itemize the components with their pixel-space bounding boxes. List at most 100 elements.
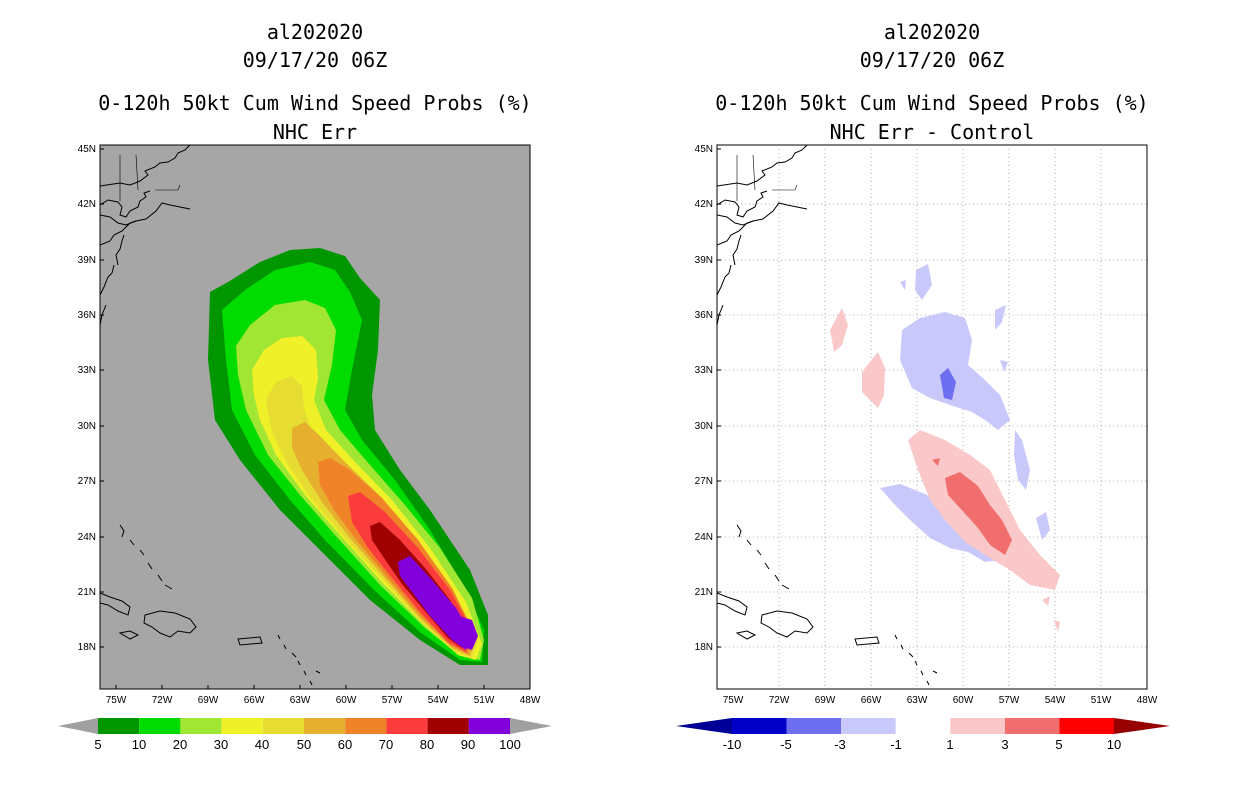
svg-text:36N: 36N (695, 310, 713, 321)
svg-text:30N: 30N (695, 421, 713, 432)
left-colorbar-under (58, 718, 98, 734)
right-storm-id: al202020 (883, 20, 981, 44)
left-colorbar-box-3 (221, 718, 263, 734)
svg-text:-10: -10 (723, 737, 742, 752)
svg-text:63W: 63W (290, 695, 311, 706)
right-colorbar-box-3 (895, 718, 951, 734)
svg-text:54W: 54W (428, 695, 449, 706)
left-colorbar-box-0 (98, 718, 140, 734)
right-contours (830, 264, 1060, 632)
svg-text:30: 30 (214, 737, 228, 752)
svg-text:39N: 39N (78, 255, 96, 266)
svg-text:40: 40 (255, 737, 269, 752)
svg-text:45N: 45N (695, 144, 713, 155)
svg-text:60W: 60W (336, 695, 357, 706)
right-colorbar-over (1114, 718, 1170, 734)
right-colorbar-box-1 (786, 718, 842, 734)
right-subtitle: NHC Err - Control (829, 120, 1035, 144)
left-colorbar-box-9 (468, 718, 510, 734)
svg-text:5: 5 (1055, 737, 1062, 752)
left-lat-labels: 45N 42N 39N 36N 33N 30N 27N 24N 21N 18N (78, 144, 96, 653)
left-title: 0-120h 50kt Cum Wind Speed Probs (%) (98, 91, 532, 115)
right-colorbar: -10 -5 -3 -1 1 3 5 10 (676, 718, 1170, 752)
right-map-frame (716, 144, 1148, 690)
left-colorbar-box-1 (139, 718, 181, 734)
diff-neg-small-dot (900, 280, 906, 290)
left-lon-labels: 75W 72W 69W 66W 63W 60W 57W 54W 51W 48W (106, 695, 541, 706)
svg-text:5: 5 (94, 737, 101, 752)
left-colorbar-box-4 (262, 718, 304, 734)
left-colorbar-box-5 (304, 718, 346, 734)
diff-neg-small-top (915, 264, 932, 300)
svg-text:27N: 27N (78, 476, 96, 487)
left-colorbar-box-2 (180, 718, 222, 734)
svg-text:70: 70 (379, 737, 393, 752)
svg-text:72W: 72W (152, 695, 173, 706)
right-colorbar-box-0 (732, 718, 787, 734)
svg-text:33N: 33N (78, 365, 96, 376)
right-map: 45N 42N 39N 36N 33N 30N 27N 24N 21N 18N … (695, 144, 1158, 706)
svg-text:21N: 21N (78, 587, 96, 598)
svg-text:66W: 66W (244, 695, 265, 706)
svg-text:10: 10 (1107, 737, 1121, 752)
diff-pos-tail (1042, 596, 1050, 606)
left-datetime: 09/17/20 06Z (242, 48, 388, 72)
right-colorbar-box-5 (1004, 718, 1060, 734)
svg-text:57W: 57W (999, 695, 1020, 706)
svg-text:60W: 60W (953, 695, 974, 706)
svg-text:69W: 69W (198, 695, 219, 706)
diff-neg-right (995, 305, 1006, 330)
svg-text:48W: 48W (1137, 695, 1158, 706)
left-colorbar: 5 10 20 30 40 50 60 70 80 90 100 (58, 718, 552, 752)
left-map: 45N 42N 39N 36N 33N 30N 27N 24N 21N 18N … (78, 144, 541, 706)
right-datetime: 09/17/20 06Z (859, 48, 1005, 72)
diff-pos-left2 (862, 352, 885, 408)
diff-neg-south2 (1036, 512, 1050, 540)
svg-text:33N: 33N (695, 365, 713, 376)
diff-neg-right3 (1014, 430, 1030, 490)
diff-pos-dot (932, 458, 940, 466)
svg-text:24N: 24N (78, 532, 96, 543)
svg-text:1: 1 (946, 737, 953, 752)
right-colorbar-labels: -10 -5 -3 -1 1 3 5 10 (723, 737, 1122, 752)
svg-text:10: 10 (132, 737, 146, 752)
left-colorbar-labels: 5 10 20 30 40 50 60 70 80 90 100 (94, 737, 520, 752)
svg-text:50: 50 (297, 737, 311, 752)
svg-text:69W: 69W (815, 695, 836, 706)
contour-90 (398, 556, 470, 650)
contour-100 (456, 615, 478, 650)
svg-text:54W: 54W (1045, 695, 1066, 706)
svg-text:-5: -5 (780, 737, 792, 752)
svg-text:3: 3 (1001, 737, 1008, 752)
right-lat-labels: 45N 42N 39N 36N 33N 30N 27N 24N 21N 18N (695, 144, 713, 653)
left-colorbar-box-7 (386, 718, 428, 734)
svg-text:48W: 48W (520, 695, 541, 706)
diff-neg-right2 (1000, 360, 1008, 372)
diff-neg-small-north (900, 312, 1010, 430)
diff-neg-mid (940, 368, 956, 400)
svg-text:30N: 30N (78, 421, 96, 432)
svg-text:20: 20 (173, 737, 187, 752)
svg-text:51W: 51W (474, 695, 495, 706)
left-colorbar-box-8 (427, 718, 469, 734)
svg-text:-3: -3 (834, 737, 846, 752)
svg-text:63W: 63W (907, 695, 928, 706)
svg-text:-1: -1 (890, 737, 902, 752)
diff-pos-left (830, 308, 848, 352)
svg-text:36N: 36N (78, 310, 96, 321)
left-storm-id: al202020 (266, 20, 364, 44)
right-ticks (717, 148, 721, 648)
left-colorbar-box-6 (345, 718, 387, 734)
svg-text:42N: 42N (78, 199, 96, 210)
right-title: 0-120h 50kt Cum Wind Speed Probs (%) (715, 91, 1149, 115)
svg-text:80: 80 (420, 737, 434, 752)
svg-text:51W: 51W (1091, 695, 1112, 706)
svg-text:39N: 39N (695, 255, 713, 266)
left-colorbar-over (510, 718, 552, 734)
right-colorbar-box-6 (1059, 718, 1114, 734)
svg-text:90: 90 (461, 737, 475, 752)
svg-text:18N: 18N (78, 642, 96, 653)
left-subtitle: NHC Err (272, 120, 358, 144)
right-colorbar-under (676, 718, 732, 734)
